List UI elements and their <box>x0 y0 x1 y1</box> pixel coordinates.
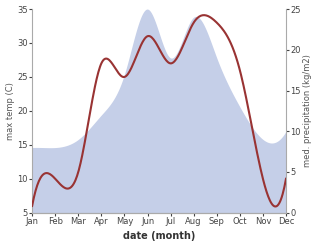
X-axis label: date (month): date (month) <box>123 231 195 242</box>
Y-axis label: max temp (C): max temp (C) <box>5 82 15 140</box>
Y-axis label: med. precipitation (kg/m2): med. precipitation (kg/m2) <box>303 54 313 167</box>
